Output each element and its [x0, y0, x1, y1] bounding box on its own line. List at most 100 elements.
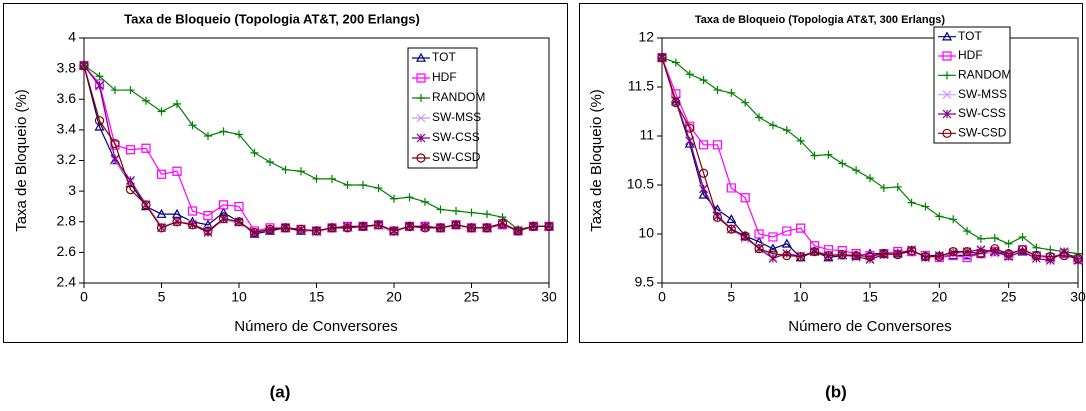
marker	[907, 246, 917, 256]
marker	[218, 214, 229, 224]
marker	[942, 51, 952, 61]
marker	[879, 183, 888, 192]
marker	[990, 244, 1000, 254]
marker	[754, 244, 764, 254]
marker	[359, 181, 367, 189]
marker	[1004, 249, 1014, 259]
x-tick-label: 5	[158, 289, 166, 305]
marker	[796, 251, 806, 262]
y-tick-label: 9.5	[635, 274, 655, 290]
marker	[1004, 250, 1014, 261]
marker	[94, 79, 105, 89]
x-tick-label: 10	[793, 289, 809, 305]
marker	[699, 140, 709, 150]
caption: (a)	[270, 382, 291, 401]
y-axis-label: Taxa de Bloqueio (%)	[588, 89, 605, 232]
marker	[389, 226, 399, 236]
y-tick-label: 4	[68, 29, 76, 45]
plot-area	[661, 37, 1079, 284]
marker	[740, 193, 750, 203]
marker	[497, 220, 508, 230]
marker	[436, 205, 445, 214]
marker	[109, 155, 121, 165]
marker	[712, 140, 723, 150]
marker	[1073, 253, 1083, 264]
marker	[513, 226, 523, 236]
marker	[796, 136, 805, 145]
x-tick-label: 30	[1070, 289, 1086, 305]
x-tick-label: 10	[231, 289, 247, 305]
marker	[934, 251, 944, 262]
y-tick-label: 11.5	[628, 78, 654, 94]
marker	[865, 251, 875, 262]
marker	[935, 212, 944, 221]
marker	[942, 128, 952, 138]
series-line	[661, 57, 1079, 260]
marker	[671, 58, 680, 67]
marker	[852, 166, 861, 175]
marker	[405, 193, 414, 202]
marker	[415, 52, 427, 62]
marker	[851, 250, 861, 261]
marker	[726, 214, 737, 224]
x-tick-label: 15	[862, 289, 878, 305]
marker	[698, 189, 709, 199]
marker	[218, 200, 229, 210]
marker	[879, 249, 889, 259]
series-line	[83, 65, 549, 234]
marker	[452, 207, 460, 216]
marker	[417, 94, 425, 102]
marker	[311, 226, 322, 236]
y-tick-label: 3.6	[57, 90, 77, 106]
marker	[172, 217, 182, 227]
marker	[280, 223, 291, 233]
x-tick-label: 25	[464, 289, 480, 305]
x-axis-label: Número de Conversores	[234, 318, 397, 335]
marker	[416, 133, 426, 143]
marker	[327, 223, 337, 233]
marker	[95, 72, 104, 81]
marker	[126, 86, 135, 95]
marker	[941, 31, 953, 41]
marker	[373, 220, 384, 230]
chart-title: Taxa de Bloqueio (Topologia AT&T, 200 Er…	[124, 11, 420, 26]
marker	[264, 225, 276, 235]
marker	[483, 210, 491, 219]
marker	[796, 223, 806, 233]
marker	[390, 194, 398, 203]
marker	[963, 227, 972, 236]
marker	[125, 145, 136, 155]
marker	[528, 221, 539, 231]
marker	[976, 234, 985, 243]
marker	[823, 250, 834, 261]
legend-label: SW-CSD	[958, 126, 1007, 140]
marker	[699, 168, 709, 178]
marker	[94, 116, 105, 126]
marker	[416, 153, 426, 163]
marker	[699, 76, 708, 85]
x-tick-label: 15	[309, 289, 325, 305]
legend-label: TOT	[432, 50, 456, 64]
marker	[249, 228, 260, 238]
marker	[156, 223, 167, 233]
marker	[416, 113, 426, 123]
marker	[809, 247, 820, 257]
marker	[342, 223, 353, 233]
marker	[421, 197, 429, 206]
legend-label: HDF	[432, 70, 457, 84]
x-tick-label: 25	[1001, 289, 1017, 305]
marker	[920, 251, 931, 262]
y-tick-label: 3	[68, 182, 76, 198]
legend-label: SW-CSS	[958, 106, 1006, 120]
x-tick-label: 5	[727, 289, 735, 305]
marker	[172, 166, 182, 176]
marker	[713, 85, 722, 94]
marker	[358, 221, 368, 231]
y-tick-label: 3.8	[57, 59, 77, 75]
marker	[110, 140, 120, 150]
legend-label: RANDOM	[958, 68, 1011, 82]
marker	[727, 88, 736, 97]
marker	[467, 208, 476, 217]
